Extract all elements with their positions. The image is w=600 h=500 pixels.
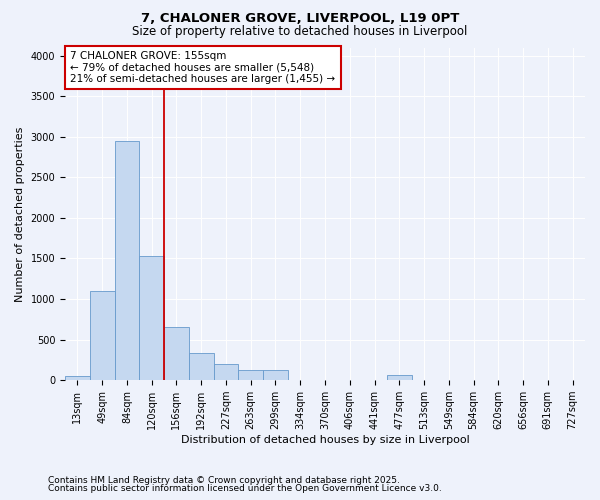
- Bar: [387, 374, 412, 380]
- Text: Contains public sector information licensed under the Open Government Licence v3: Contains public sector information licen…: [48, 484, 442, 493]
- Bar: [115, 141, 139, 380]
- X-axis label: Distribution of detached houses by size in Liverpool: Distribution of detached houses by size …: [181, 435, 469, 445]
- Bar: [139, 256, 164, 380]
- Text: 7 CHALONER GROVE: 155sqm
← 79% of detached houses are smaller (5,548)
21% of sem: 7 CHALONER GROVE: 155sqm ← 79% of detach…: [70, 51, 335, 84]
- Bar: [164, 328, 189, 380]
- Y-axis label: Number of detached properties: Number of detached properties: [15, 126, 25, 302]
- Bar: [189, 352, 214, 380]
- Text: 7, CHALONER GROVE, LIVERPOOL, L19 0PT: 7, CHALONER GROVE, LIVERPOOL, L19 0PT: [141, 12, 459, 26]
- Bar: [65, 376, 90, 380]
- Bar: [90, 291, 115, 380]
- Text: Size of property relative to detached houses in Liverpool: Size of property relative to detached ho…: [133, 25, 467, 38]
- Bar: [238, 370, 263, 380]
- Bar: [214, 364, 238, 380]
- Text: Contains HM Land Registry data © Crown copyright and database right 2025.: Contains HM Land Registry data © Crown c…: [48, 476, 400, 485]
- Bar: [263, 370, 288, 380]
